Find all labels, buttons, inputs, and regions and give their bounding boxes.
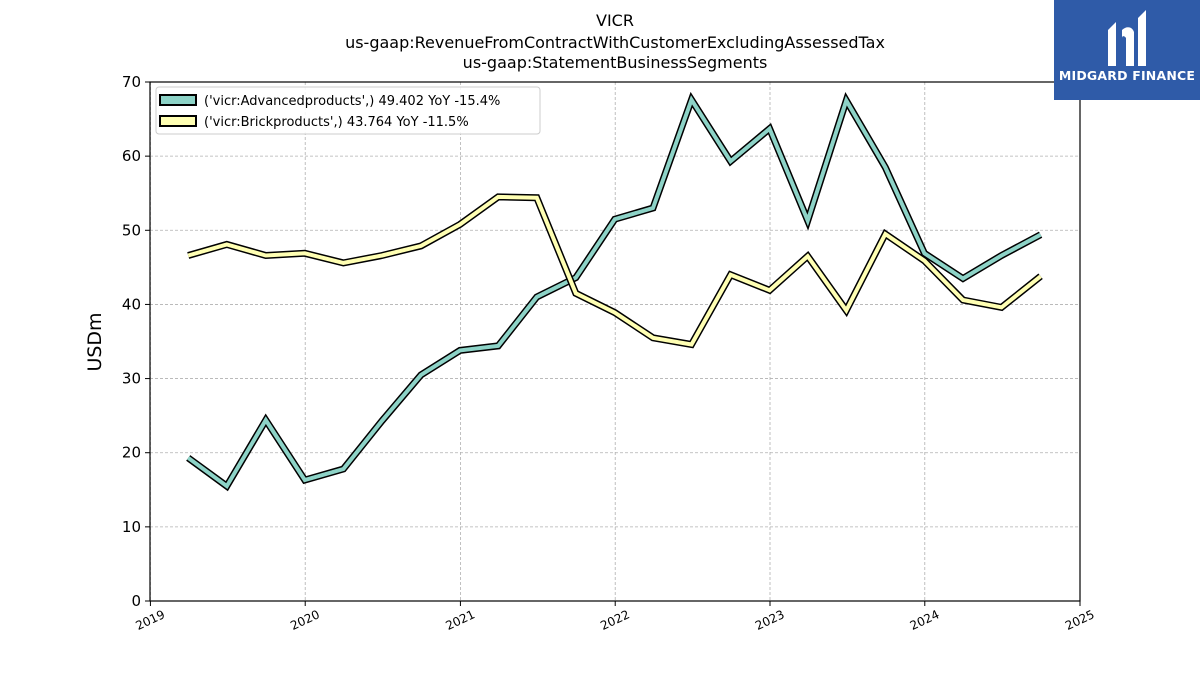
series-line-0 [187, 95, 1042, 490]
logo-mark-icon [1108, 10, 1146, 66]
chart-title: VICR us-gaap:RevenueFromContractWithCust… [345, 11, 885, 72]
y-axis-label: USDm [84, 312, 106, 371]
plot-frame [149, 81, 1081, 602]
y-tick-label: 0 [131, 592, 141, 610]
x-tick-label: 2019 [133, 607, 167, 633]
chart-title-axis: us-gaap:StatementBusinessSegments [463, 53, 768, 72]
chart-title-ticker: VICR [596, 11, 634, 30]
grid [150, 81, 1081, 602]
y-tick-label: 60 [122, 147, 141, 165]
y-tick-label: 50 [122, 221, 141, 239]
x-tick-label: 2020 [288, 607, 322, 633]
x-tick-label: 2023 [753, 607, 787, 633]
chart-title-concept: us-gaap:RevenueFromContractWithCustomerE… [345, 33, 885, 52]
y-tick-label: 70 [122, 73, 141, 91]
x-tick-label: 2025 [1063, 607, 1097, 633]
series-layer [186, 91, 1043, 492]
x-tick-label: 2024 [908, 607, 942, 633]
axes: 0 10 20 30 40 50 60 70 2019 2020 2021 2022 2023 2024 2… [122, 73, 1097, 633]
series-line-1 [187, 194, 1042, 347]
legend-swatch-0 [159, 94, 197, 106]
series-line-outline-0 [186, 91, 1043, 492]
logo-text: MIDGARD FINANCE [1058, 68, 1196, 83]
legend-swatch-1 [159, 115, 197, 127]
legend: ('vicr:Advancedproducts',) 49.402 YoY -1… [155, 86, 541, 135]
y-tick-label: 20 [122, 444, 141, 462]
legend-box [155, 86, 541, 135]
x-tick-label: 2021 [443, 607, 477, 633]
y-tick-label: 40 [122, 295, 141, 313]
legend-label-0: ('vicr:Advancedproducts',) 49.402 YoY -1… [204, 94, 500, 109]
brand-logo: MIDGARD FINANCE [1054, 0, 1200, 100]
x-tick-label: 2022 [598, 607, 632, 633]
y-tick-label: 30 [122, 370, 141, 388]
legend-label-1: ('vicr:Brickproducts',) 43.764 YoY -11.5… [204, 115, 469, 130]
y-tick-label: 10 [122, 518, 141, 536]
